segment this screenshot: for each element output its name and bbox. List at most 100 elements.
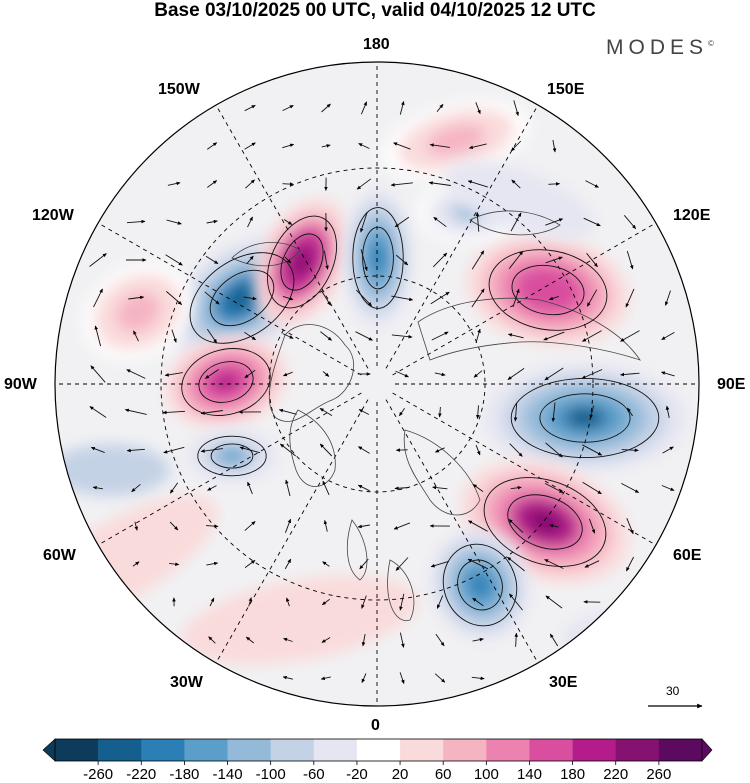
colorbar-swatch <box>658 739 703 761</box>
wind-vector <box>626 518 634 535</box>
wind-vector <box>399 407 405 417</box>
colorbar-swatch <box>356 739 401 761</box>
wind-vector <box>321 144 331 148</box>
wind-vector <box>434 372 446 377</box>
wind-vector <box>162 410 186 415</box>
wind-vector <box>322 480 330 496</box>
wind-vector <box>283 637 293 642</box>
wind-vector <box>355 331 373 341</box>
wind-vector <box>204 291 220 305</box>
streamline-contour <box>507 494 583 550</box>
wind-vector <box>320 676 331 681</box>
wind-vector <box>623 215 637 230</box>
colorbar-tick-label: 220 <box>603 766 629 783</box>
lon-label-120e: 120E <box>673 207 711 224</box>
anomaly-center-negative <box>429 528 531 642</box>
anomaly-band <box>444 160 596 240</box>
wind-vector <box>513 402 518 422</box>
wind-vector <box>356 178 372 190</box>
wind-vector <box>475 444 481 456</box>
wind-vector <box>90 446 105 454</box>
wind-vector <box>508 250 524 269</box>
lon-label-90w: 90W <box>4 376 37 393</box>
wind-vector <box>472 484 484 492</box>
colorbar-tick-label: -60 <box>302 766 325 783</box>
coastline <box>403 429 481 516</box>
wind-vector <box>545 595 563 609</box>
colorbar-tick-label: -260 <box>83 766 114 783</box>
lon-label-60e: 60E <box>673 547 702 564</box>
map-border <box>54 61 700 707</box>
colorbar-tick-label: -140 <box>212 766 243 783</box>
wind-vector <box>200 410 223 415</box>
wind-vector <box>438 406 442 418</box>
wind-vector <box>282 104 294 112</box>
wind-vector <box>430 560 450 568</box>
wind-vector <box>665 405 670 418</box>
wind-vector <box>244 104 256 112</box>
wind-vector <box>244 369 256 379</box>
wind-vector <box>662 446 674 454</box>
wind-vector <box>279 443 296 457</box>
lon-label-90e: 90E <box>717 376 746 393</box>
wind-vector <box>549 524 559 528</box>
wind-vector <box>435 633 445 647</box>
wind-vector <box>205 255 219 265</box>
colorbar-tick-label: 180 <box>560 766 586 783</box>
wind-vector <box>544 482 564 494</box>
streamline-contour <box>511 264 585 316</box>
wind-vector <box>207 180 218 188</box>
anomaly-center-positive <box>164 335 288 429</box>
colorbar-swatch <box>98 739 142 761</box>
streamline-contour <box>510 377 660 459</box>
colorbar-tick-label: 260 <box>646 766 672 783</box>
wind-vector <box>399 632 405 648</box>
wind-vector <box>209 597 215 607</box>
wind-vector <box>206 142 218 150</box>
wind-vector <box>621 448 639 453</box>
wind-vector <box>475 328 481 344</box>
wind-vector <box>244 521 256 531</box>
wind-vector <box>321 290 331 306</box>
wind-vector <box>323 250 329 270</box>
wind-vector <box>581 369 603 379</box>
wind-vector <box>358 446 370 454</box>
wind-vector <box>586 252 598 268</box>
wind-vector <box>511 179 521 189</box>
wind-vector <box>507 368 525 380</box>
wind-vector <box>171 329 177 343</box>
anomaly-center-negative <box>184 428 280 484</box>
wind-vector <box>163 446 185 454</box>
wind-vector <box>545 256 563 264</box>
wind-vector <box>320 331 332 341</box>
wind-vector <box>627 407 633 417</box>
wind-vector <box>286 597 290 607</box>
anomaly-center-negative <box>343 188 413 328</box>
wind-vector <box>434 447 445 453</box>
wind-vector <box>544 367 564 381</box>
colorbar-tick-label: 100 <box>473 766 499 783</box>
wind-vector <box>549 633 559 647</box>
wind-vector <box>284 256 292 264</box>
wind-vector <box>321 637 331 643</box>
colorbar-tick-label: -20 <box>346 766 368 783</box>
meridian-line <box>385 399 539 664</box>
coastline <box>417 297 641 361</box>
wind-vector <box>282 182 294 186</box>
colorbar <box>42 738 713 765</box>
streamline-contour <box>189 252 295 344</box>
wind-vector <box>206 328 218 344</box>
wind-vector <box>169 562 180 566</box>
meridian-line <box>392 222 657 376</box>
lon-label-60w: 60W <box>43 547 76 564</box>
wind-vector <box>208 636 216 644</box>
brand-logo: MODES© <box>606 36 714 60</box>
wind-vector <box>473 370 483 378</box>
wind-vector <box>621 483 640 493</box>
wind-vector <box>207 485 217 491</box>
colorbar-tick-label: -220 <box>126 766 157 783</box>
wind-vector <box>92 486 103 490</box>
lon-label-150e: 150E <box>547 81 585 98</box>
wind-vector <box>322 561 330 567</box>
colorbar-swatch <box>227 739 271 761</box>
